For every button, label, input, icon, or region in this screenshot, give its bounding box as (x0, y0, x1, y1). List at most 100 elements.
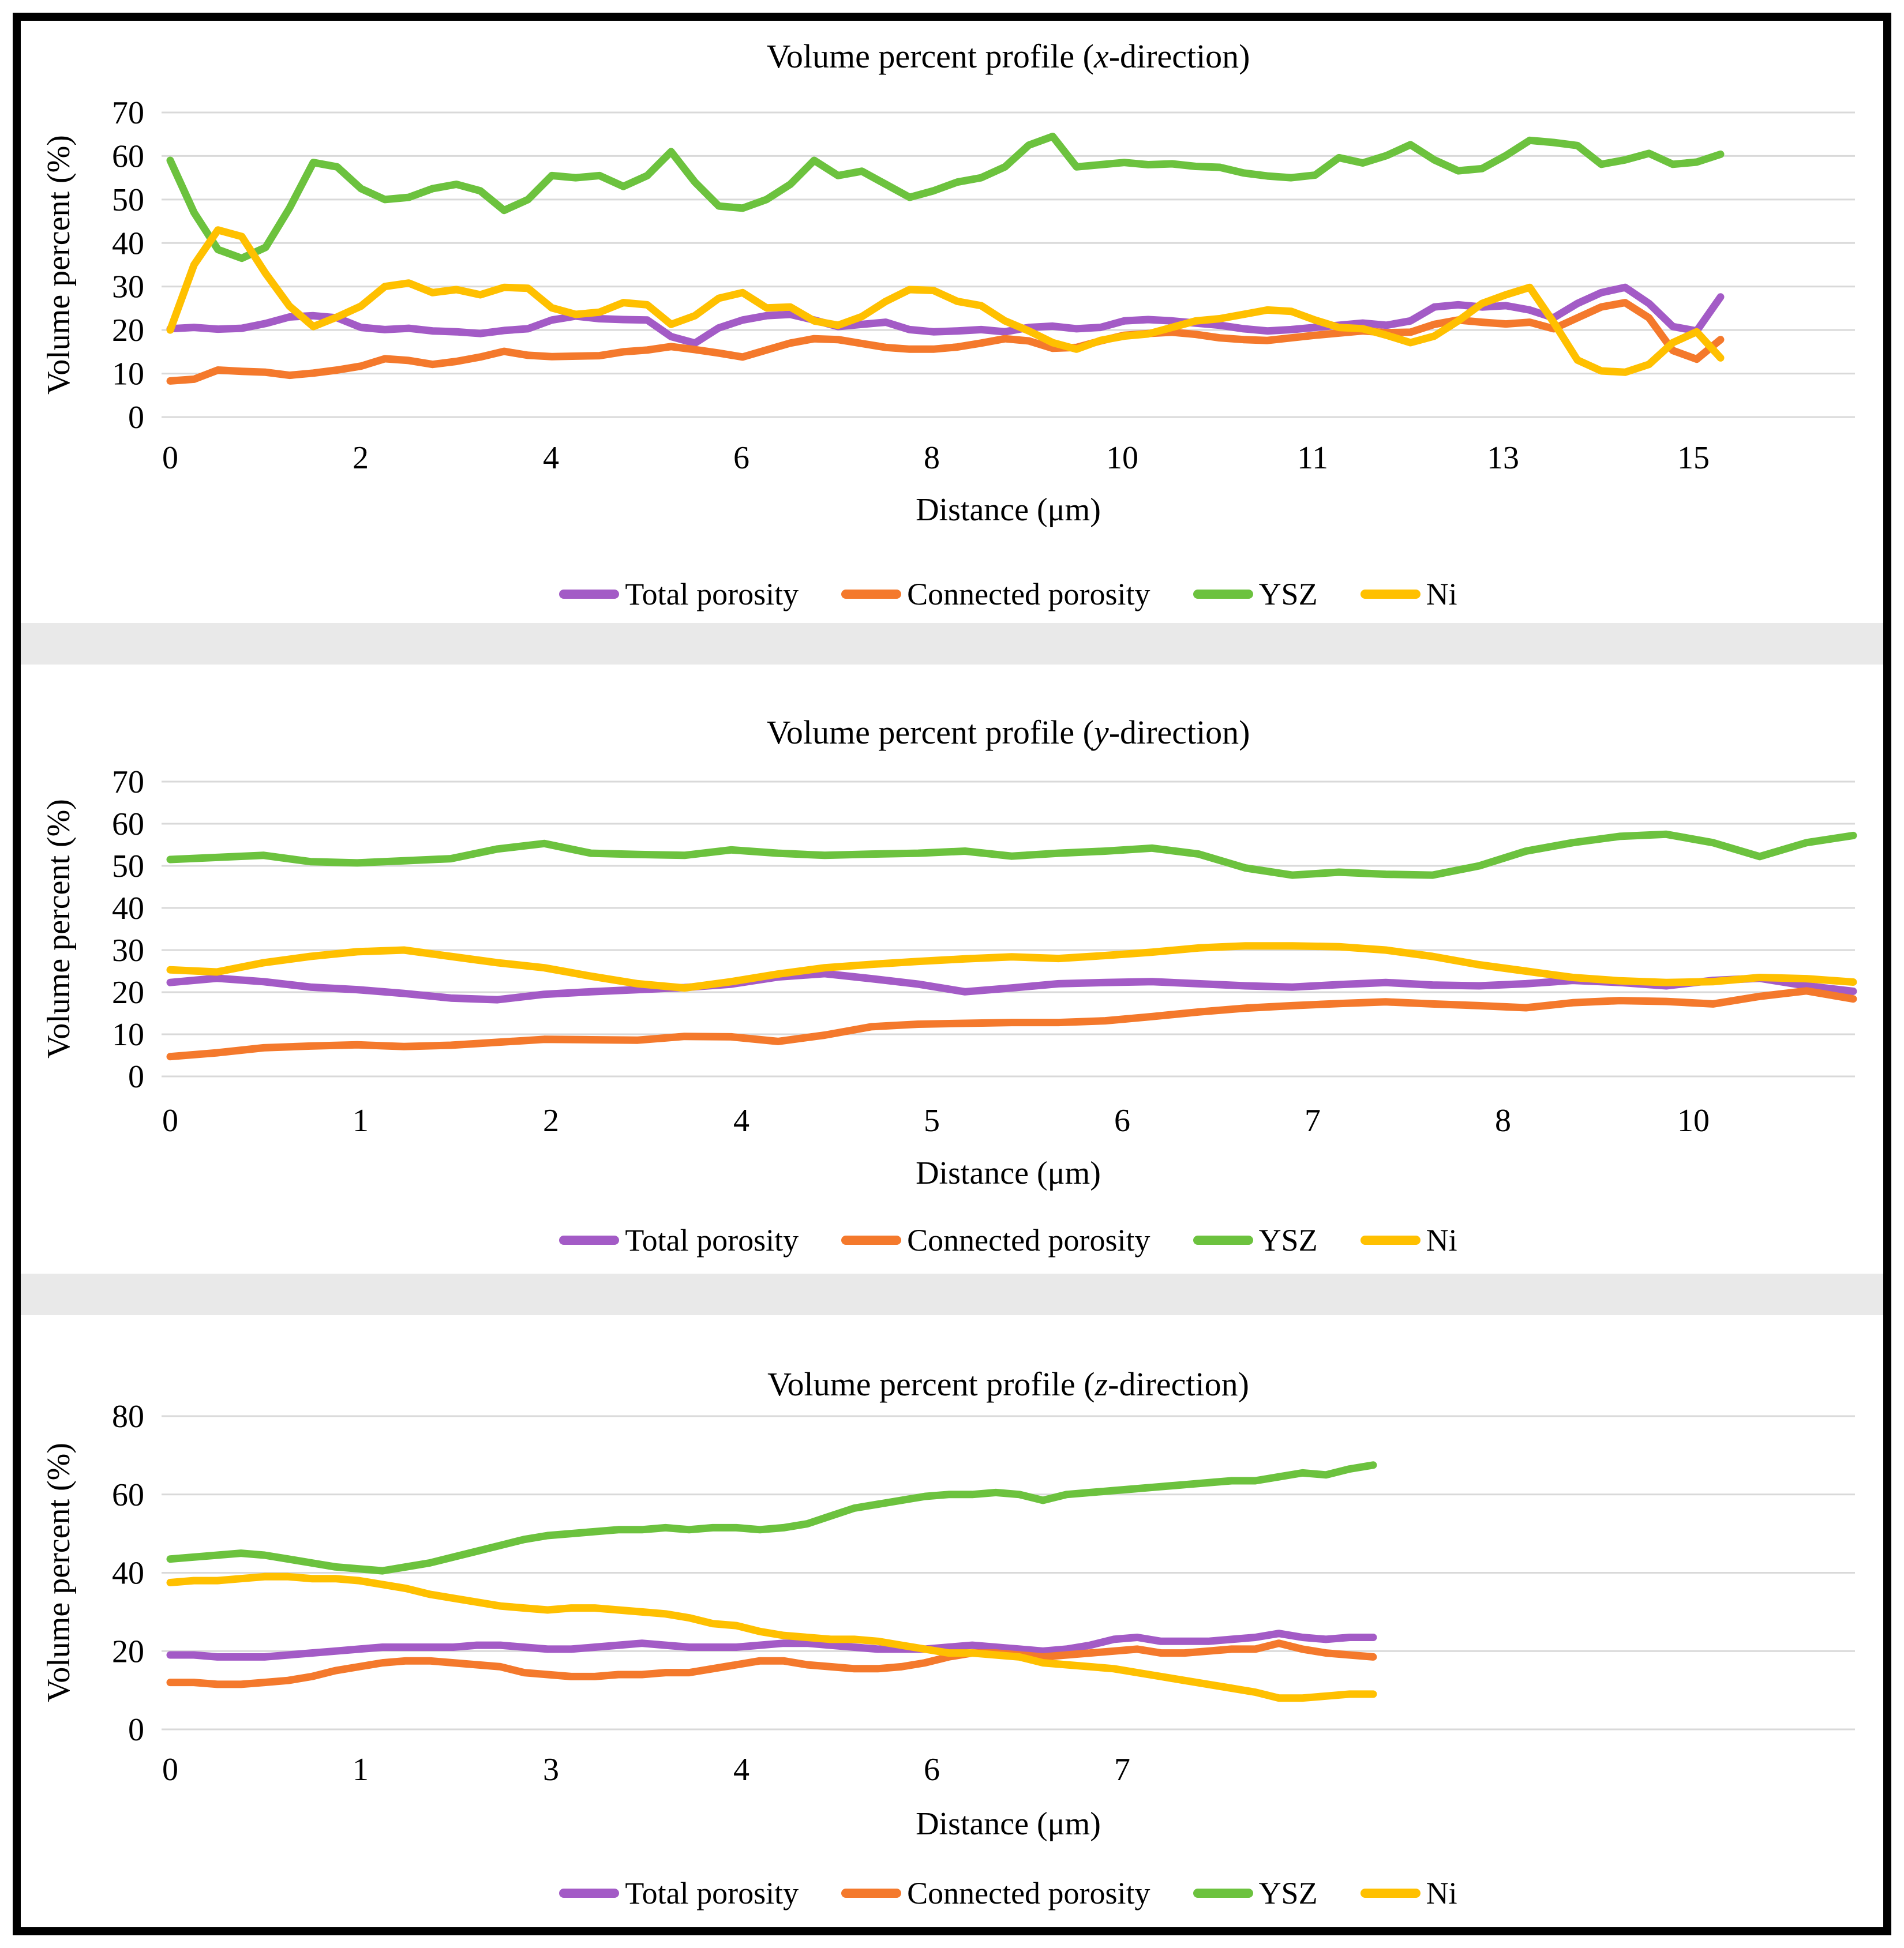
legend-item-connected-porosity: Connected porosity (841, 576, 1150, 613)
x-tick-label: 4 (733, 1752, 749, 1788)
x-tick-label: 10 (1106, 440, 1138, 476)
legend-swatch-total-porosity (559, 1236, 620, 1245)
y-tick-label: 70 (112, 764, 144, 800)
legend-label: Connected porosity (907, 1223, 1150, 1258)
x-tick-label: 3 (543, 1752, 559, 1788)
x-tick-label: 6 (733, 440, 749, 476)
x-tick-label: 7 (1305, 1103, 1321, 1139)
legend-item-connected-porosity: Connected porosity (841, 1875, 1150, 1912)
legend-swatch-total-porosity (559, 1889, 620, 1898)
x-tick-label: 2 (543, 1103, 559, 1139)
legend-label: Connected porosity (907, 1876, 1150, 1911)
legend-label: YSZ (1258, 1876, 1318, 1911)
legend-swatch-connected-porosity (841, 1889, 902, 1898)
series-line-ni (166, 942, 1857, 992)
x-tick-label: 10 (1677, 1103, 1710, 1139)
legend-label: Ni (1426, 1223, 1457, 1258)
legend-label: Total porosity (625, 1876, 799, 1911)
y-tick-label: 70 (112, 95, 144, 131)
legend-label: YSZ (1258, 577, 1318, 611)
x-tick-label: 4 (733, 1103, 749, 1139)
legend-label: Connected porosity (907, 577, 1150, 611)
y-tick-label: 40 (112, 1556, 144, 1592)
x-tick-label: 13 (1487, 440, 1519, 476)
series-line-ysz (166, 1461, 1377, 1575)
legend-swatch-ysz (1193, 1236, 1253, 1245)
series-line-ni (166, 226, 1725, 376)
chart-title-y-direction: Volume percent profile (y-direction) (162, 714, 1855, 751)
x-tick-label: 1 (353, 1103, 369, 1139)
y-tick-label: 50 (112, 849, 144, 884)
y-tick-label: 60 (112, 138, 144, 174)
series-line-connected-porosity (166, 1639, 1377, 1688)
legend-label: Total porosity (625, 1223, 799, 1258)
y-tick-label: 0 (128, 400, 144, 436)
series-line-connected-porosity (166, 987, 1857, 1061)
y-tick-label: 50 (112, 182, 144, 218)
chart-title-text: Volume percent profile ( (766, 37, 1094, 75)
y-tick-label: 10 (112, 356, 144, 392)
chart-title-text: Volume percent profile ( (766, 714, 1094, 751)
legend-swatch-connected-porosity (841, 590, 902, 599)
chart-title-x-direction: Volume percent profile (x-direction) (162, 38, 1855, 75)
y-tick-label: 60 (112, 806, 144, 842)
series-line-ni (166, 1572, 1377, 1702)
x-tick-label: 2 (353, 440, 369, 476)
y-tick-label: 20 (112, 313, 144, 348)
legend-swatch-connected-porosity (841, 1236, 902, 1245)
legend-swatch-total-porosity (559, 590, 620, 599)
x-tick-label: 0 (162, 440, 178, 476)
x-axis-title: Distance (μm) (916, 1806, 1101, 1842)
x-tick-label: 1 (353, 1752, 369, 1788)
legend-swatch-ni (1360, 1236, 1420, 1245)
legend-label: Ni (1426, 577, 1457, 611)
y-tick-label: 30 (112, 269, 144, 305)
y-tick-label: 10 (112, 1017, 144, 1053)
chart-title-text: -direction) (1108, 1365, 1249, 1403)
y-axis-title: Volume percent (%) (41, 1443, 77, 1702)
x-tick-label: 15 (1677, 440, 1710, 476)
chart-title-text: -direction) (1108, 37, 1250, 75)
chart-title-z-direction: Volume percent profile (z-direction) (162, 1366, 1855, 1403)
legend-swatch-ni (1360, 590, 1420, 599)
legend-label: Total porosity (625, 577, 799, 611)
y-axis-title: Volume percent (%) (41, 799, 77, 1059)
x-axis-title: Distance (μm) (916, 492, 1101, 528)
x-tick-label: 6 (924, 1752, 940, 1788)
x-tick-label: 4 (543, 440, 559, 476)
x-tick-label: 5 (924, 1103, 940, 1139)
x-axis-title: Distance (μm) (916, 1155, 1101, 1191)
legend: Total porosity Connected porosity YSZ Ni (162, 1875, 1855, 1912)
legend-swatch-ni (1360, 1889, 1420, 1898)
x-tick-label: 8 (924, 440, 940, 476)
legend-item-ysz: YSZ (1193, 576, 1318, 613)
legend-item-ni: Ni (1360, 576, 1457, 613)
legend-item-ysz: YSZ (1193, 1875, 1318, 1912)
legend-swatch-ysz (1193, 1889, 1253, 1898)
legend: Total porosity Connected porosity YSZ Ni (162, 576, 1855, 613)
x-tick-label: 11 (1297, 440, 1328, 476)
panel-separator (21, 1274, 1883, 1315)
y-tick-label: 20 (112, 975, 144, 1011)
legend-item-ysz: YSZ (1193, 1222, 1318, 1259)
y-tick-label: 30 (112, 933, 144, 969)
x-tick-label: 8 (1495, 1103, 1511, 1139)
panel-separator (21, 623, 1883, 665)
legend-label: Ni (1426, 1876, 1457, 1911)
y-tick-label: 80 (112, 1399, 144, 1435)
y-tick-label: 40 (112, 891, 144, 926)
x-tick-label: 0 (162, 1752, 178, 1788)
series-line-ysz (166, 830, 1857, 879)
y-tick-label: 40 (112, 226, 144, 261)
chart-title-text: Volume percent profile ( (767, 1365, 1095, 1403)
legend-item-ni: Ni (1360, 1222, 1457, 1259)
legend-item-connected-porosity: Connected porosity (841, 1222, 1150, 1259)
series-line-total-porosity (166, 283, 1725, 347)
chart-title-direction-letter: y (1093, 714, 1109, 751)
legend-swatch-ysz (1193, 590, 1253, 599)
x-tick-label: 0 (162, 1103, 178, 1139)
y-axis-title: Volume percent (%) (41, 135, 77, 395)
chart-title-direction-letter: x (1093, 37, 1109, 75)
